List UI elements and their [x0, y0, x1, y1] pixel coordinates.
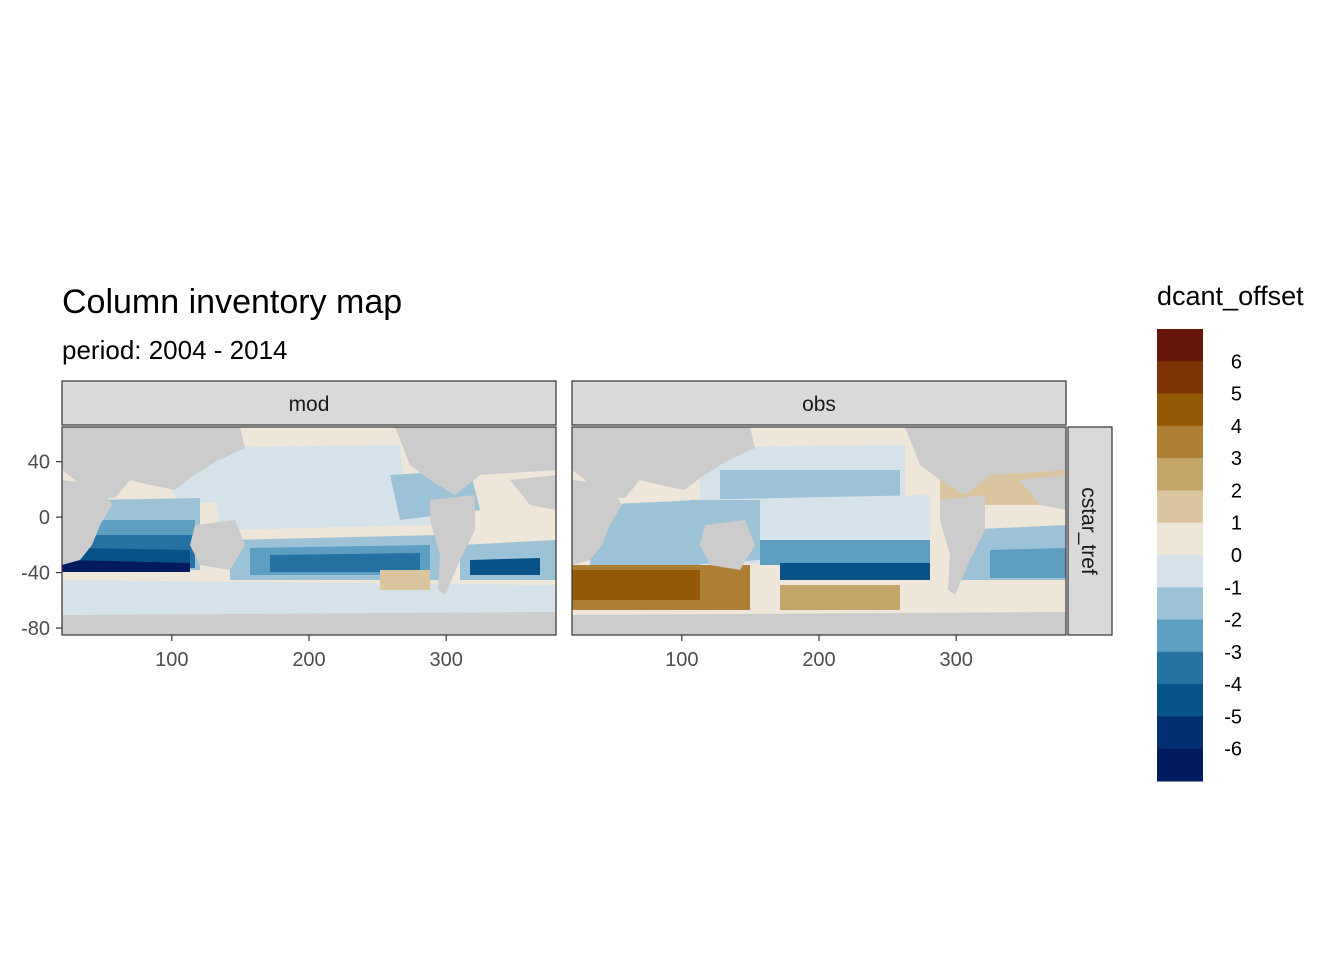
- y-tick-label: 0: [39, 507, 50, 529]
- legend-color-bin: [1157, 361, 1203, 395]
- legend-color-bin: [1157, 393, 1203, 427]
- legend-color-bin: [1157, 522, 1203, 556]
- legend-color-bin: [1157, 555, 1203, 588]
- legend-label: 5: [1231, 384, 1242, 406]
- x-tick-label: 100: [665, 649, 698, 671]
- x-tick-label: 100: [155, 649, 188, 671]
- legend-color-bin: [1157, 587, 1203, 621]
- legend-label: -6: [1224, 739, 1242, 761]
- x-axis-mod: 100 200 300: [155, 635, 463, 671]
- legend-color-bin: [1157, 684, 1203, 717]
- y-tick-label: -40: [21, 563, 50, 585]
- y-tick-label: -80: [21, 618, 50, 640]
- legend-color-bin: [1157, 458, 1203, 491]
- legend-label: -5: [1224, 706, 1242, 728]
- legend-label: -3: [1224, 642, 1242, 664]
- legend-label: 0: [1231, 545, 1242, 567]
- facet-strip-row: [1067, 426, 1113, 636]
- legend-color-bin: [1157, 619, 1203, 653]
- plot-title: Column inventory map: [62, 283, 402, 321]
- y-tick-label: 40: [28, 452, 50, 474]
- map-panel-mod: [62, 427, 556, 635]
- legend-label: -2: [1224, 610, 1242, 632]
- legend-title: dcant_offset: [1157, 281, 1304, 311]
- legend-color-bin: [1157, 490, 1203, 524]
- legend-label: 4: [1231, 416, 1242, 438]
- legend-label: 2: [1231, 480, 1242, 502]
- ocean-field-obs: [572, 445, 1066, 610]
- legend-label: 1: [1231, 513, 1242, 535]
- facet-strip-obs: [571, 380, 1067, 426]
- land-mod: [62, 427, 556, 635]
- map-panel-obs: [572, 427, 1066, 635]
- legend-color-bin: [1157, 425, 1203, 459]
- plot-subtitle: period: 2004 - 2014: [62, 335, 288, 365]
- legend-color-bin: [1157, 651, 1203, 685]
- facet-label-mod: mod: [289, 393, 330, 416]
- legend-label: -4: [1224, 674, 1242, 696]
- legend-color-bin: [1157, 716, 1203, 750]
- legend-label: -1: [1224, 577, 1242, 599]
- x-tick-label: 200: [802, 649, 835, 671]
- x-tick-label: 200: [292, 649, 325, 671]
- y-axis: 40 0 -40 -80: [21, 452, 62, 640]
- x-tick-label: 300: [430, 649, 463, 671]
- x-tick-label: 300: [940, 649, 973, 671]
- land-obs: [572, 427, 1066, 635]
- legend-label: 6: [1231, 351, 1242, 373]
- legend-color-bin: [1157, 329, 1203, 362]
- legend-color-bin: [1157, 748, 1203, 782]
- facet-strip-mod: [61, 380, 557, 426]
- legend-labels: 6 5 4 3 2 1 0 -1 -2 -3 -4 -5 -6: [1224, 351, 1242, 760]
- legend-colorbar: [1157, 329, 1203, 782]
- legend-label: 3: [1231, 448, 1242, 470]
- facet-label-row: cstar_tref: [1077, 487, 1100, 575]
- facet-label-obs: obs: [802, 393, 836, 416]
- x-axis-obs: 100 200 300: [665, 635, 973, 671]
